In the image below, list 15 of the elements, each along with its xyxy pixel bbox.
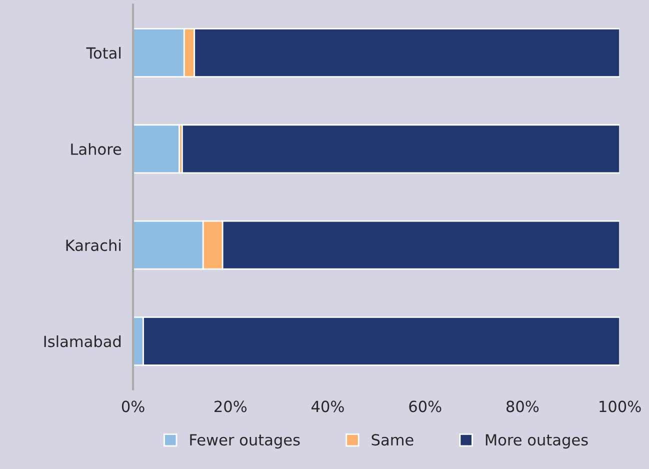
bar [133, 124, 180, 174]
y-tick-label: Karachi [66, 239, 120, 252]
y-tick-label: Total [86, 46, 120, 59]
x-tick-label: 0% [122, 400, 144, 412]
legend-label: More outages [486, 434, 588, 449]
x-tick-label: 100% [600, 400, 641, 412]
legend-label: Same [372, 434, 414, 446]
y-tick-label: Lahore [71, 143, 122, 155]
legend-label: Fewer outages [190, 434, 300, 449]
bar [182, 124, 620, 174]
x-tick-label: 40% [312, 400, 344, 412]
x-tick-label: 60% [409, 400, 442, 412]
x-tick-label: 20% [214, 400, 247, 412]
y-tick-label: Islamabad [44, 335, 121, 348]
x-tick-label: 80% [506, 400, 539, 412]
